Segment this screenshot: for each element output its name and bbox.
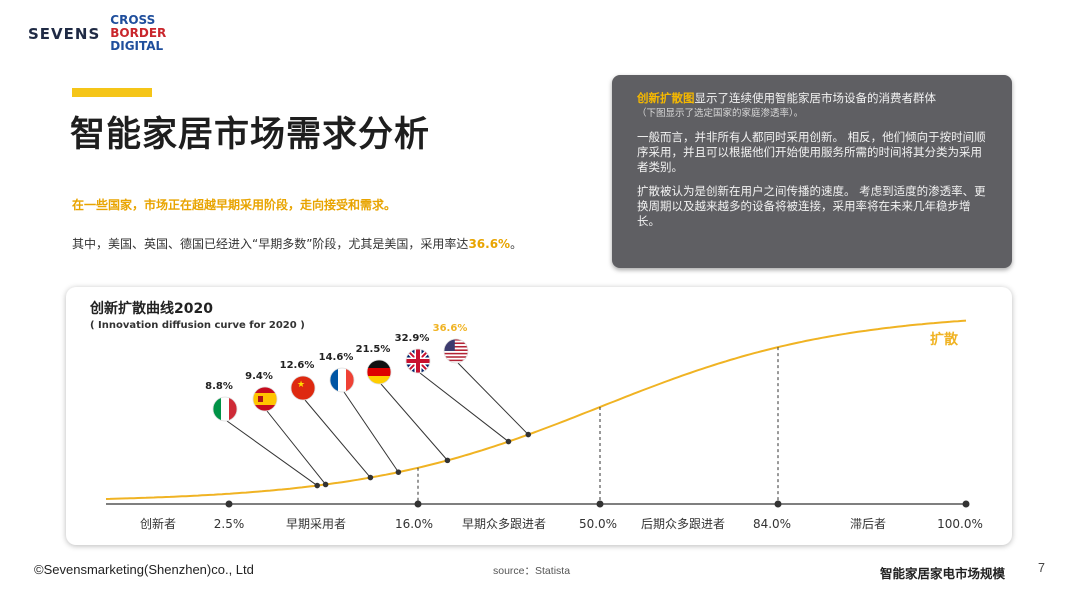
x-axis-label: 100.0% bbox=[937, 517, 983, 531]
x-axis-label: 2.5% bbox=[214, 517, 245, 531]
body-text-highlight: 36.6% bbox=[468, 237, 511, 251]
value-label-china: 12.6% bbox=[280, 360, 315, 371]
info-line-1: 创新扩散图显示了连续使用智能家居市场设备的消费者群体 bbox=[637, 91, 988, 106]
leader-line-germany bbox=[380, 383, 448, 461]
data-point-italy bbox=[314, 482, 321, 489]
data-point-united-states bbox=[525, 431, 532, 438]
flag-united-states bbox=[443, 338, 469, 364]
breakpoint-dot-2.5 bbox=[225, 500, 233, 508]
value-label-germany: 21.5% bbox=[356, 344, 391, 355]
leader-line-china bbox=[304, 399, 371, 478]
flag-china: ★ bbox=[290, 375, 316, 401]
logo-sevens: SEVENS bbox=[28, 24, 101, 43]
info-line-2: （下图显示了选定国家的家庭渗透率）。 bbox=[637, 108, 804, 119]
x-axis-label: 早期采用者 bbox=[286, 517, 346, 531]
company-logo: SEVENS CROSS BORDER DIGITAL bbox=[28, 14, 166, 53]
x-axis-label: 创新者 bbox=[140, 516, 176, 531]
info-paragraph-2: 一般而言，并非所有人都同时采用创新。 相反，他们倾向于按时间顺序采用，并且可以根… bbox=[637, 130, 986, 174]
logo-word-digital: DIGITAL bbox=[110, 39, 164, 53]
curve-label: 扩散 bbox=[930, 331, 959, 348]
flag-germany bbox=[366, 359, 392, 385]
flag-italy bbox=[212, 396, 238, 422]
x-axis-label: 后期众多跟进者 bbox=[641, 517, 725, 531]
diffusion-curve bbox=[105, 319, 967, 500]
chart-subtitle: ( Innovation diffusion curve for 2020 ) bbox=[90, 320, 305, 331]
x-axis-label: 84.0% bbox=[753, 517, 791, 531]
info-term: 创新扩散图 bbox=[637, 91, 695, 105]
body-text: 其中，美国、英国、德国已经进入“早期多数”阶段，尤其是美国，采用率达36.6%。 bbox=[72, 235, 522, 252]
logo-word-border: BORDER bbox=[110, 26, 167, 40]
flag-france bbox=[329, 367, 355, 393]
leader-line-italy bbox=[226, 420, 318, 486]
breakpoint-dot-50 bbox=[596, 500, 604, 508]
title-accent-bar bbox=[72, 88, 152, 97]
logo-word-cross: CROSS bbox=[110, 13, 156, 27]
value-label-italy: 8.8% bbox=[205, 381, 233, 392]
logo-cross-border-digital: CROSS BORDER DIGITAL bbox=[110, 14, 166, 53]
x-axis-label: 早期众多跟进者 bbox=[462, 517, 546, 531]
breakpoint-dot-100 bbox=[962, 500, 970, 508]
leader-line-united-states bbox=[457, 362, 529, 435]
footer-source: source：Statista bbox=[493, 565, 571, 577]
page-number: 7 bbox=[1038, 561, 1045, 575]
footer-report-title: 智能家居家电市场规模 bbox=[880, 566, 1006, 581]
value-label-france: 14.6% bbox=[319, 352, 354, 363]
x-axis-label: 50.0% bbox=[579, 517, 617, 531]
x-axis-label: 滞后者 bbox=[850, 517, 886, 531]
data-point-united-kingdom bbox=[505, 438, 512, 445]
svg-text:★: ★ bbox=[297, 379, 305, 389]
info-line-1-rest: 显示了连续使用智能家居市场设备的消费者群体 bbox=[694, 91, 937, 105]
info-box: 创新扩散图显示了连续使用智能家居市场设备的消费者群体 （下图显示了选定国家的家庭… bbox=[612, 75, 1012, 268]
x-axis-label: 16.0% bbox=[395, 517, 433, 531]
body-text-prefix: 其中，美国、英国、德国已经进入“早期多数”阶段，尤其是美国，采用率达 bbox=[72, 237, 469, 251]
value-label-united-states: 36.6% bbox=[433, 323, 468, 334]
data-point-germany bbox=[444, 457, 451, 464]
data-point-china bbox=[367, 474, 374, 481]
chart-layer: 创新者 2.5% 早期采用者 16.0% 早期众多跟进者 50.0% 后期众多跟进者 84.0… bbox=[105, 319, 983, 531]
footer-copyright: ©Sevensmarketing(Shenzhen)co., Ltd bbox=[34, 562, 254, 577]
flag-spain bbox=[252, 386, 278, 412]
data-point-spain bbox=[322, 481, 329, 488]
value-label-united-kingdom: 32.9% bbox=[395, 333, 430, 344]
breakpoint-dot-16 bbox=[414, 500, 422, 508]
leader-line-france bbox=[343, 391, 399, 473]
info-paragraph-3: 扩散被认为是创新在用户之间传播的速度。 考虑到适度的渗透率、更换周期以及越来越多… bbox=[637, 184, 986, 228]
body-text-suffix: 。 bbox=[510, 237, 523, 251]
breakpoint-dot-84 bbox=[774, 500, 782, 508]
leader-line-spain bbox=[266, 410, 326, 485]
flag-united-kingdom bbox=[405, 348, 431, 374]
page-title: 智能家居市场需求分析 bbox=[70, 115, 431, 155]
page-subtitle: 在一些国家，市场正在超越早期采用阶段，走向接受和需求。 bbox=[72, 198, 397, 212]
chart-title: 创新扩散曲线2020 bbox=[89, 300, 213, 317]
leader-line-united-kingdom bbox=[419, 372, 509, 442]
value-label-spain: 9.4% bbox=[245, 371, 273, 382]
data-point-france bbox=[395, 469, 402, 475]
